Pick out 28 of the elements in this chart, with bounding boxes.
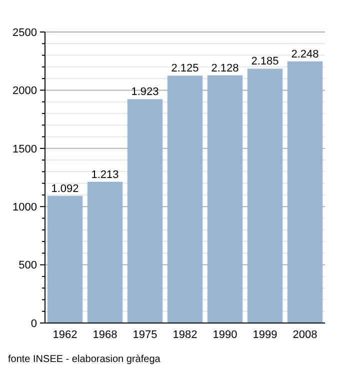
bar — [87, 182, 123, 323]
bar — [127, 99, 163, 323]
x-tick-label: 1968 — [92, 329, 118, 341]
data-label: 2.248 — [291, 48, 319, 60]
bar — [207, 75, 243, 323]
source-note: fonte INSEE - elaborasion gràfega — [8, 354, 161, 365]
data-label: 2.128 — [211, 62, 239, 74]
y-tick-label: 1500 — [12, 143, 37, 156]
y-tick-label: 2500 — [12, 26, 37, 39]
data-label: 1.213 — [91, 168, 119, 181]
x-tick-label: 1990 — [212, 329, 238, 341]
bar — [167, 76, 203, 323]
x-tick-label: 1962 — [52, 329, 78, 341]
data-label: 1.923 — [131, 86, 159, 98]
bar — [247, 68, 283, 323]
y-tick-label: 0 — [30, 318, 37, 330]
y-tick-label: 500 — [18, 260, 37, 272]
x-tick-label: 2008 — [292, 329, 318, 341]
y-tick-label: 2000 — [12, 85, 37, 98]
bar — [47, 196, 83, 323]
bar — [287, 61, 323, 323]
data-label: 1.092 — [51, 182, 79, 195]
y-tick-label: 1000 — [12, 201, 37, 214]
x-tick-label: 1999 — [252, 329, 278, 341]
x-tick-label: 1982 — [172, 329, 198, 341]
x-tick-label: 1975 — [132, 329, 158, 341]
data-label: 2.185 — [251, 56, 279, 68]
data-label: 2.125 — [171, 62, 199, 75]
